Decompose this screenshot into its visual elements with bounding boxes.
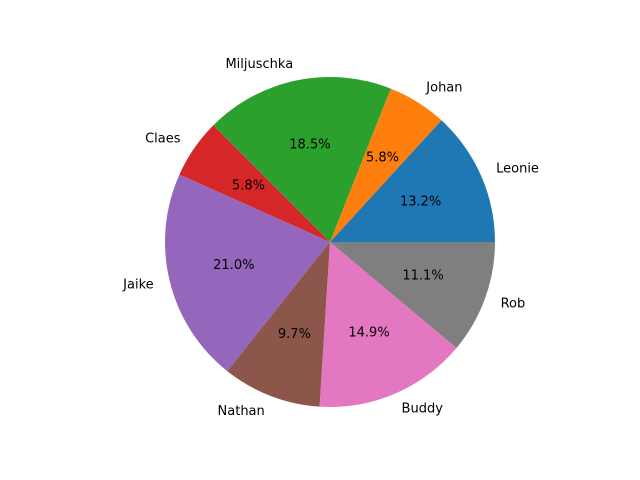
slice-label-leonie: Leonie — [496, 161, 539, 176]
slice-label-johan: Johan — [425, 81, 462, 96]
pct-label-rob: 11.1% — [402, 268, 443, 283]
slice-label-rob: Rob — [501, 297, 526, 312]
pie-slice-johan — [330, 88, 442, 242]
pie-slice-buddy — [319, 242, 457, 407]
slice-label-nathan: Nathan — [218, 404, 265, 419]
pie-labels: Leonie 13.2% Johan 5.8% Miljuschka 18.5% Claes… — [122, 57, 539, 419]
pct-label-johan: 5.8% — [366, 151, 399, 166]
pie-slice-rob — [330, 242, 495, 348]
slice-label-jaike: Jaike — [122, 277, 153, 292]
pie-slices — [165, 77, 495, 407]
pie-slice-miljuschka — [213, 77, 391, 243]
pct-label-leonie: 13.2% — [400, 195, 441, 210]
pct-label-claes: 5.8% — [232, 178, 265, 193]
slice-label-buddy: Buddy — [402, 401, 444, 416]
pct-label-buddy: 14.9% — [348, 325, 389, 340]
pie-slice-leonie — [330, 120, 495, 242]
pct-label-miljuschka: 18.5% — [289, 138, 330, 153]
pie-slice-jaike — [165, 174, 330, 372]
slice-label-miljuschka: Miljuschka — [225, 57, 293, 72]
pie-slice-claes — [179, 125, 330, 242]
slice-label-claes: Claes — [145, 132, 181, 147]
pct-label-nathan: 9.7% — [278, 327, 311, 342]
pie-slice-nathan — [227, 242, 330, 407]
pct-label-jaike: 21.0% — [213, 258, 254, 273]
